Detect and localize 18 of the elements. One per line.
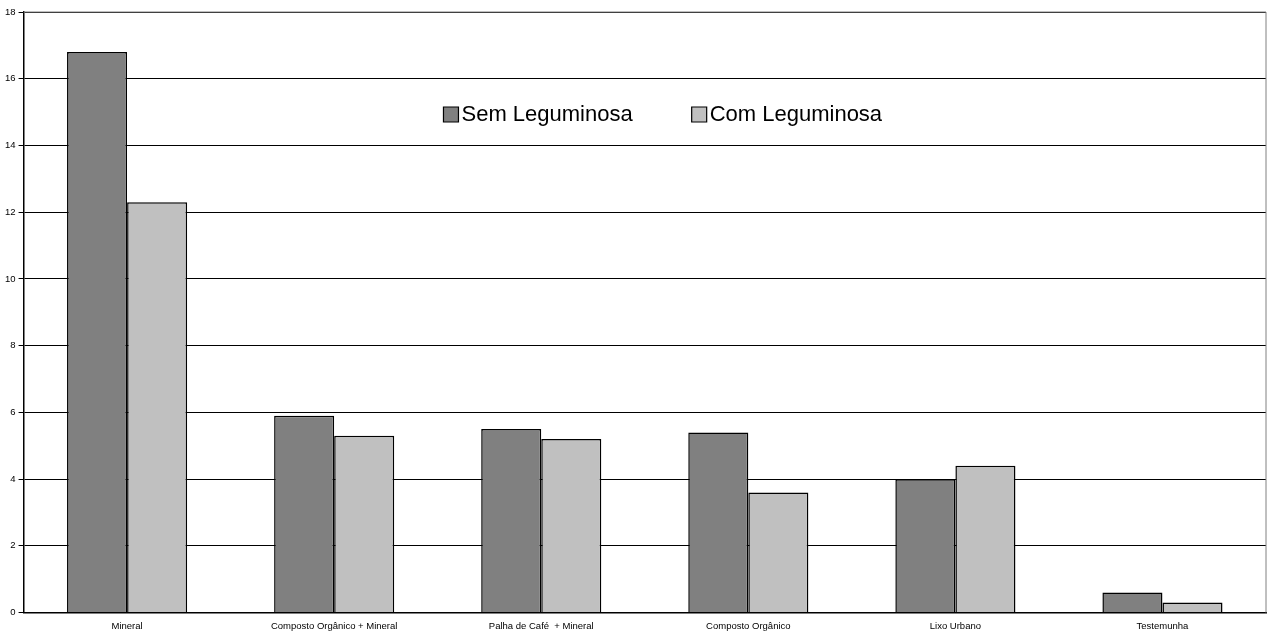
x-tick-label: Testemunha <box>1136 619 1190 631</box>
y-tick-label: 10 <box>4 272 16 284</box>
y-tick-label: 18 <box>4 5 16 17</box>
y-tick-label: 8 <box>10 339 16 351</box>
x-tick-label: Lixo Urbano <box>929 619 982 631</box>
y-tick-label: 4 <box>10 472 16 484</box>
y-tick-label: 12 <box>4 205 16 217</box>
y-tick-label: 2 <box>10 539 16 551</box>
x-tick-label: Mineral <box>111 619 143 631</box>
x-tick-label: Composto Orgânico + Mineral <box>270 619 398 631</box>
legend-label: Com Leguminosa <box>709 101 883 127</box>
y-tick-label: 6 <box>10 406 16 418</box>
y-tick-label: 16 <box>4 72 16 84</box>
legend-label: Sem Leguminosa <box>461 101 634 127</box>
x-tick-label: Palha de Café + Mineral <box>488 619 594 631</box>
y-tick-label: 0 <box>10 606 16 618</box>
x-tick-label: Composto Orgânico <box>706 619 791 631</box>
y-tick-label: 14 <box>4 139 16 151</box>
